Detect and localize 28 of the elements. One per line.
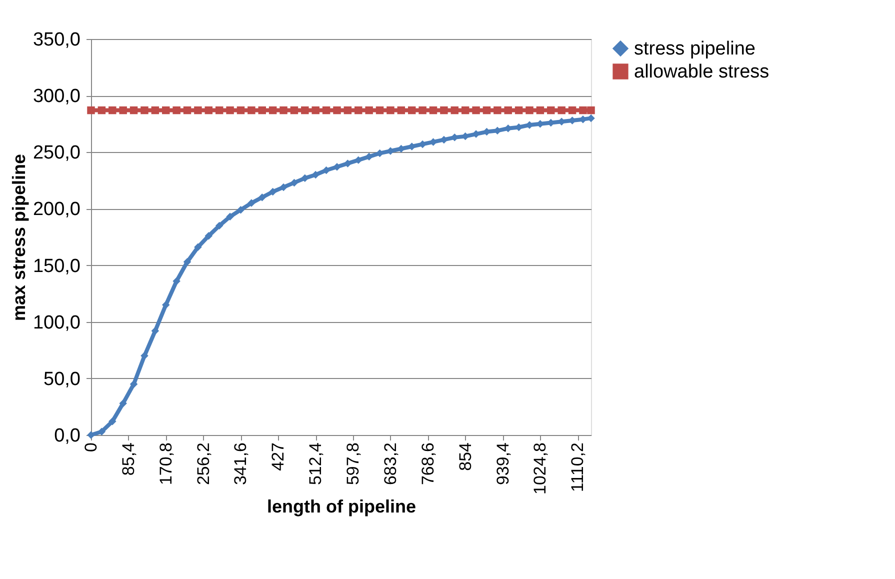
x-tick-label: 170,8 xyxy=(156,442,176,486)
x-tick-label: 768,6 xyxy=(418,442,438,486)
point xyxy=(587,106,595,114)
y-tick-label: 0,0 xyxy=(54,426,80,446)
x-tick-label: 854 xyxy=(456,442,475,471)
point xyxy=(87,106,95,114)
x-axis-title: length of pipeline xyxy=(267,496,416,516)
x-tick-label: 85,4 xyxy=(118,442,138,476)
y-tick-label: 100,0 xyxy=(32,312,80,334)
y-tick-label: 150,0 xyxy=(32,256,80,277)
y-tick-label: 350,0 xyxy=(32,30,80,50)
x-tick-label: 256,2 xyxy=(194,442,213,486)
x-tick-label: 0 xyxy=(82,442,100,452)
y-tick-label: 250,0 xyxy=(32,142,80,164)
y-axis-title: max stress pipeline xyxy=(8,154,29,322)
legend-label: stress pipeline xyxy=(634,38,756,60)
x-tick-label: 427 xyxy=(268,442,288,471)
y-tick-label: 300,0 xyxy=(32,86,80,108)
y-tick-label: 50,0 xyxy=(44,368,80,390)
x-tick-label: 1110,2 xyxy=(568,442,588,492)
x-tick-label: 1024,8 xyxy=(530,442,550,494)
y-tick-label: 200,0 xyxy=(32,199,80,220)
x-tick-label: 939,4 xyxy=(493,442,512,486)
x-tick-label: 341,6 xyxy=(231,442,250,486)
x-tick-label: 683,2 xyxy=(380,442,400,486)
x-tick-label: 597,8 xyxy=(344,442,363,486)
legend-label: allowable stress xyxy=(634,62,770,82)
x-tick-label: 512,4 xyxy=(306,442,326,486)
